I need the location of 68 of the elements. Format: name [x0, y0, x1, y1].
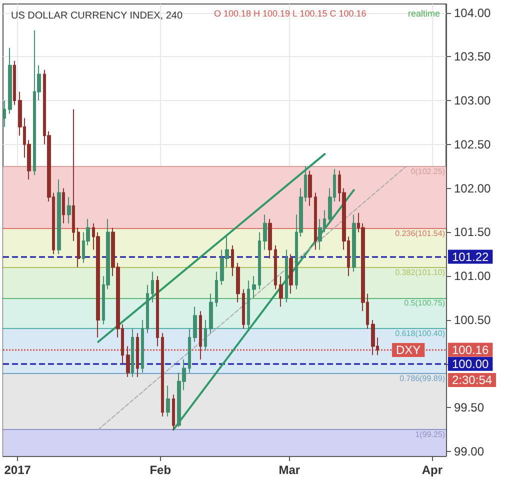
- x-tick-label: Feb: [150, 463, 172, 477]
- y-tick-label: 99.00: [454, 444, 484, 459]
- candlestick: [371, 319, 375, 356]
- candlestick: [289, 254, 293, 294]
- candlestick: [126, 346, 130, 378]
- candlestick: [161, 332, 164, 418]
- candlestick: [242, 288, 245, 330]
- candlestick: [258, 232, 261, 290]
- candlestick: [204, 319, 207, 352]
- candlestick: [8, 47, 12, 114]
- candlestick: [188, 328, 191, 374]
- y-tick-label: 99.50: [454, 400, 484, 415]
- candlestick: [314, 192, 317, 250]
- ref-line-label: 0.382(101.10): [395, 268, 446, 277]
- candlestick: [209, 293, 213, 334]
- x-tick-label: Apr: [422, 463, 443, 477]
- annotation: realtime: [408, 8, 440, 18]
- text: 2:30:54: [452, 373, 492, 387]
- candlestick: [193, 306, 197, 342]
- candlestick: [72, 108, 75, 242]
- y-tick-label: 102.50: [454, 137, 492, 152]
- candlestick: [141, 319, 144, 374]
- text: US DOLLAR CURRENCY INDEX, 240: [11, 10, 183, 22]
- y-tick-label: 103.00: [454, 94, 492, 108]
- candlestick: [247, 280, 250, 330]
- candlestick: [156, 276, 159, 347]
- y-tick-label: 104.00: [454, 6, 492, 20]
- y-tick-label: 102.00: [454, 181, 492, 196]
- y-tick-label: 100.50: [454, 312, 492, 327]
- annotation: DXY: [396, 343, 421, 357]
- ref-line-label: 0.5(100.75): [404, 298, 446, 308]
- candlestick: [285, 249, 288, 303]
- candlestick: [57, 179, 61, 255]
- candlestick: [67, 196, 71, 224]
- candlestick: [199, 310, 202, 360]
- candlestick: [308, 170, 312, 206]
- candlestick: [131, 328, 134, 378]
- candlestick: [215, 271, 218, 308]
- ref-line-label: 101.22: [452, 250, 490, 264]
- candlestick: [13, 60, 16, 106]
- y-tick-label: 101.00: [454, 269, 492, 284]
- candlestick: [136, 332, 139, 378]
- x-tick-label: 2017: [4, 463, 32, 477]
- y-tick-label: 103.50: [454, 50, 492, 64]
- ref-line-label: 1(99.25): [415, 430, 446, 440]
- candlestick: [77, 227, 80, 268]
- candlestick: [166, 385, 170, 418]
- ref-line-label: 100.00: [452, 356, 490, 371]
- ref-line-label: 0.618(100.40): [395, 329, 446, 338]
- ref-line-label: 100.16: [452, 342, 490, 357]
- candlestick: [62, 188, 65, 224]
- candlestick: [3, 100, 6, 128]
- candlestick: [146, 284, 149, 334]
- candlestick: [274, 244, 277, 290]
- candlestick: [279, 276, 283, 308]
- annotation: O 100.18 H 100.19 L 100.15 C 100.16: [214, 8, 366, 18]
- x-tick-label: Mar: [278, 463, 300, 477]
- y-tick-label: 101.50: [454, 225, 492, 240]
- candlestick: [268, 218, 272, 260]
- candlestick: [236, 262, 240, 303]
- ref-line-label: 0.786(99.89): [400, 374, 446, 383]
- candlestick: [151, 271, 154, 303]
- candlestick: [252, 276, 256, 299]
- candlestick: [172, 394, 175, 430]
- candlestick: [263, 214, 267, 250]
- candlestick: [352, 214, 356, 272]
- ref-line-label: 0.236(101.54): [395, 229, 446, 238]
- candlestick: [231, 244, 234, 277]
